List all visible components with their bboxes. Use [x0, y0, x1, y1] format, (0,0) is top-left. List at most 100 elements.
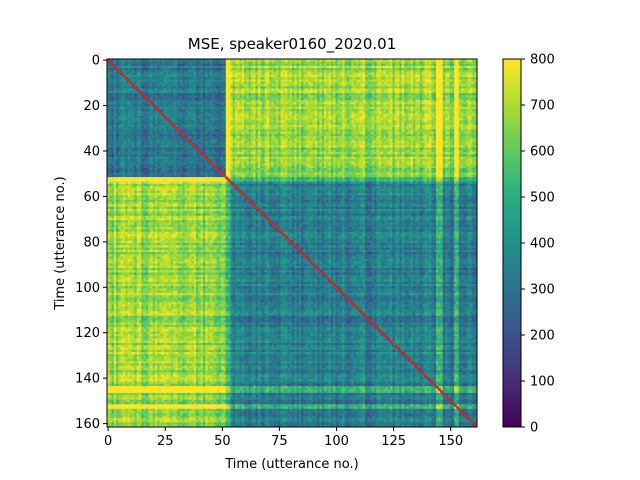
heatmap-cell — [411, 95, 414, 98]
heatmap-cell — [262, 104, 265, 107]
heatmap-cell — [461, 70, 464, 73]
heatmap-cell — [160, 100, 163, 103]
heatmap-cell — [404, 104, 407, 107]
heatmap-cell — [463, 114, 466, 117]
heatmap-cell — [253, 89, 256, 92]
heatmap-cell — [178, 86, 181, 89]
heatmap-cell — [429, 89, 432, 92]
heatmap-cell — [331, 109, 334, 112]
heatmap-cell — [242, 64, 245, 67]
heatmap-cell — [363, 64, 366, 67]
heatmap-cell — [150, 98, 153, 101]
heatmap-cell — [340, 102, 343, 105]
heatmap-cell — [395, 95, 398, 98]
heatmap-cell — [358, 114, 361, 117]
heatmap-cell — [329, 66, 332, 69]
heatmap-cell — [239, 77, 242, 80]
heatmap-cell — [370, 68, 373, 71]
heatmap-cell — [226, 82, 229, 85]
heatmap-cell — [255, 118, 258, 121]
heatmap-cell — [363, 104, 366, 107]
heatmap-cell — [429, 73, 432, 76]
heatmap-cell — [242, 100, 245, 103]
heatmap-cell — [365, 82, 368, 85]
heatmap-cell — [422, 104, 425, 107]
heatmap-cell — [377, 120, 380, 123]
heatmap-cell — [418, 114, 421, 117]
heatmap-cell — [278, 104, 281, 107]
heatmap-cell — [468, 70, 471, 73]
heatmap-cell — [128, 70, 131, 73]
heatmap-cell — [214, 98, 217, 101]
heatmap-cell — [116, 114, 119, 117]
heatmap-cell — [445, 77, 448, 80]
heatmap-cell — [456, 120, 459, 123]
heatmap-cell — [249, 86, 252, 89]
heatmap-cell — [146, 127, 149, 130]
heatmap-cell — [123, 89, 126, 92]
heatmap-cell — [217, 61, 220, 64]
heatmap-cell — [180, 84, 183, 87]
heatmap-cell — [424, 114, 427, 117]
heatmap-cell — [383, 95, 386, 98]
heatmap-cell — [395, 100, 398, 103]
heatmap-cell — [329, 86, 332, 89]
heatmap-cell — [434, 70, 437, 73]
heatmap-cell — [379, 102, 382, 105]
heatmap-cell — [440, 116, 443, 119]
heatmap-cell — [205, 79, 208, 82]
heatmap-cell — [372, 125, 375, 128]
heatmap-cell — [128, 66, 131, 69]
heatmap-cell — [237, 116, 240, 119]
heatmap-cell — [233, 118, 236, 121]
heatmap-cell — [187, 61, 190, 64]
heatmap-cell — [420, 73, 423, 76]
heatmap-cell — [274, 127, 277, 130]
heatmap-cell — [331, 111, 334, 114]
heatmap-cell — [367, 100, 370, 103]
heatmap-cell — [399, 127, 402, 130]
heatmap-cell — [381, 93, 384, 96]
heatmap-cell — [306, 120, 309, 123]
heatmap-cell — [292, 104, 295, 107]
heatmap-cell — [205, 89, 208, 92]
heatmap-cell — [424, 98, 427, 101]
heatmap-cell — [381, 79, 384, 82]
heatmap-cell — [223, 73, 226, 76]
heatmap-cell — [424, 82, 427, 85]
heatmap-cell — [109, 116, 112, 119]
heatmap-cell — [415, 104, 418, 107]
heatmap-cell — [331, 89, 334, 92]
heatmap-cell — [345, 73, 348, 76]
heatmap-cell — [187, 68, 190, 71]
heatmap-cell — [116, 64, 119, 67]
heatmap-cell — [297, 109, 300, 112]
heatmap-cell — [226, 70, 229, 73]
heatmap-cell — [408, 116, 411, 119]
heatmap-cell — [278, 100, 281, 103]
heatmap-cell — [440, 118, 443, 121]
heatmap-cell — [253, 123, 256, 126]
heatmap-cell — [436, 107, 439, 110]
heatmap-cell — [130, 98, 133, 101]
heatmap-cell — [150, 120, 153, 123]
heatmap-cell — [210, 68, 213, 71]
heatmap-cell — [379, 109, 382, 112]
heatmap-cell — [326, 125, 329, 128]
heatmap-cell — [258, 116, 261, 119]
heatmap-cell — [146, 66, 149, 69]
heatmap-cell — [244, 73, 247, 76]
heatmap-cell — [148, 111, 151, 114]
heatmap-cell — [306, 118, 309, 121]
heatmap-cell — [278, 86, 281, 89]
heatmap-cell — [269, 70, 272, 73]
heatmap-cell — [310, 82, 313, 85]
heatmap-cell — [214, 70, 217, 73]
heatmap-cell — [132, 79, 135, 82]
heatmap-cell — [406, 100, 409, 103]
heatmap-cell — [440, 102, 443, 105]
heatmap-cell — [223, 104, 226, 107]
heatmap-cell — [301, 68, 304, 71]
heatmap-cell — [324, 95, 327, 98]
heatmap-cell — [470, 77, 473, 80]
